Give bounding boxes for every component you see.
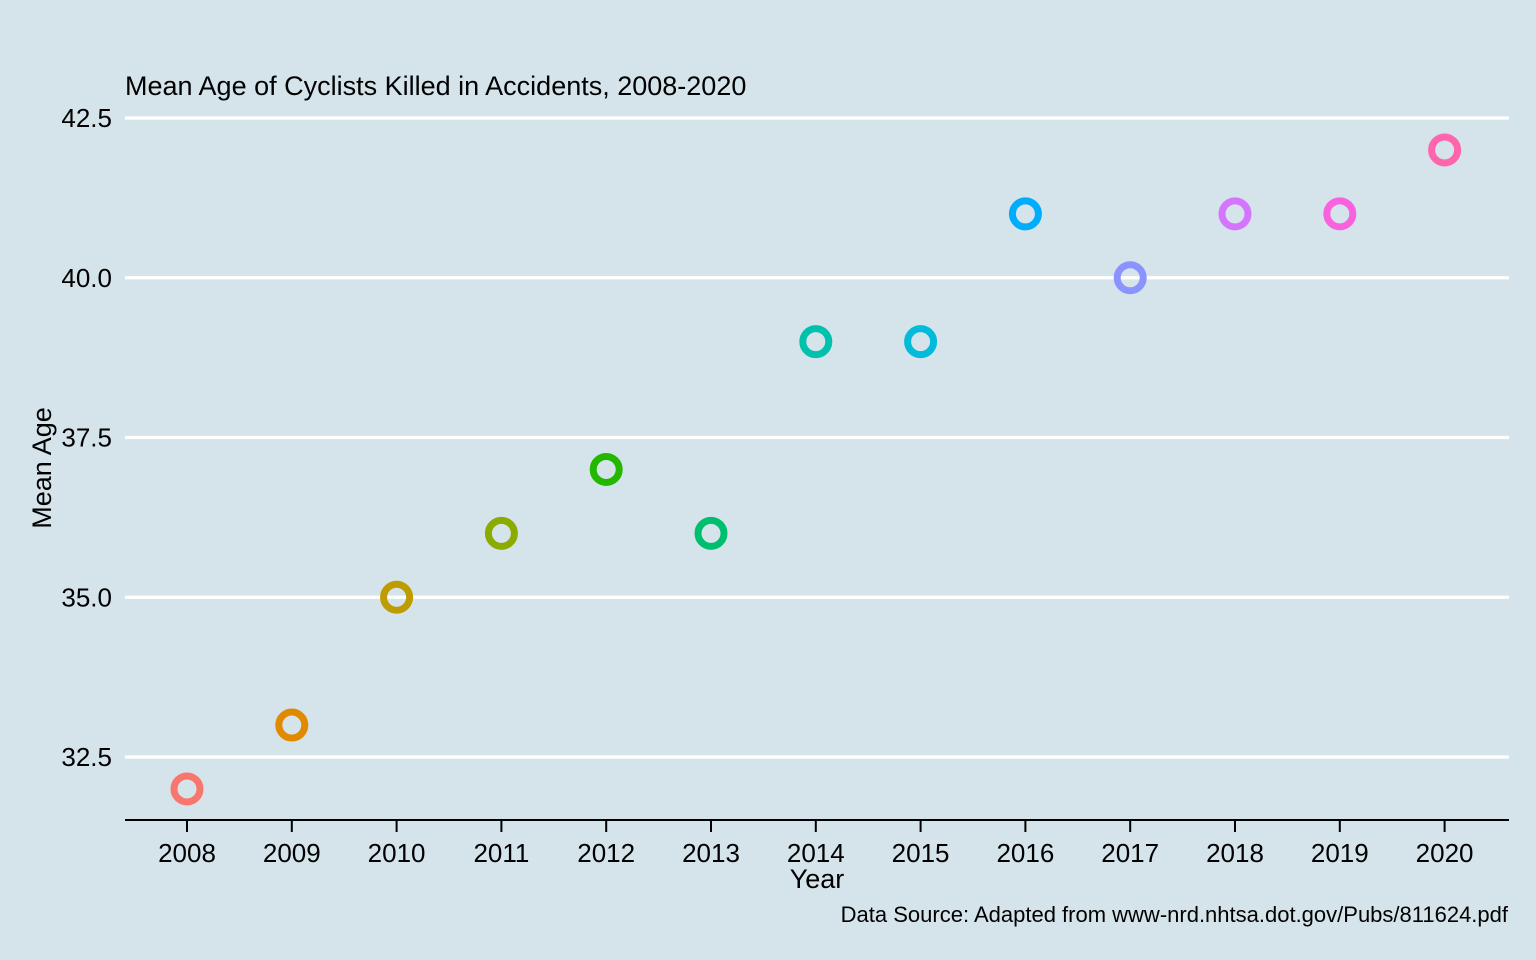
y-axis-title: Mean Age [27, 407, 57, 529]
y-tick-label: 32.5 [61, 742, 112, 772]
data-point-2020 [1428, 133, 1462, 167]
data-point-2013 [694, 516, 728, 550]
y-axis-ticks: 32.5 35.0 37.5 40.0 42.5 [61, 103, 112, 772]
data-points [170, 133, 1462, 806]
x-axis-title: Year [790, 864, 845, 894]
y-tick-label: 37.5 [61, 423, 112, 453]
x-tick-label: 2010 [368, 838, 426, 868]
data-point-2010 [380, 580, 414, 614]
data-point-2014 [799, 325, 833, 359]
data-point-2012 [589, 452, 623, 486]
x-tick-label: 2019 [1311, 838, 1369, 868]
chart-title: Mean Age of Cyclists Killed in Accidents… [125, 71, 746, 101]
data-point-2017 [1113, 261, 1147, 295]
gridlines [125, 116, 1509, 759]
y-tick-label: 35.0 [61, 582, 112, 612]
y-tick-label: 42.5 [61, 103, 112, 133]
x-tick-label: 2013 [682, 838, 740, 868]
x-tick-label: 2017 [1101, 838, 1159, 868]
data-point-2011 [484, 516, 518, 550]
x-tick-label: 2018 [1206, 838, 1264, 868]
x-tick-label: 2012 [577, 838, 635, 868]
data-point-2016 [1008, 197, 1042, 231]
x-tick-label: 2016 [996, 838, 1054, 868]
x-tick-label: 2008 [158, 838, 216, 868]
data-point-2018 [1218, 197, 1252, 231]
x-tick-label: 2011 [473, 838, 529, 868]
x-tick-label: 2020 [1416, 838, 1474, 868]
x-tick-label: 2015 [892, 838, 950, 868]
data-point-2019 [1323, 197, 1357, 231]
x-axis-ticks: 2008 2009 2010 2011 2012 2013 2014 2015 2016 2017… [158, 820, 1474, 868]
y-tick-label: 40.0 [61, 263, 112, 293]
data-source-caption: Data Source: Adapted from www-nrd.nhtsa.… [841, 902, 1509, 927]
x-tick-label: 2014 [787, 838, 845, 868]
x-tick-label: 2009 [263, 838, 321, 868]
data-point-2015 [904, 325, 938, 359]
data-point-2009 [275, 708, 309, 742]
data-point-2008 [170, 772, 204, 806]
